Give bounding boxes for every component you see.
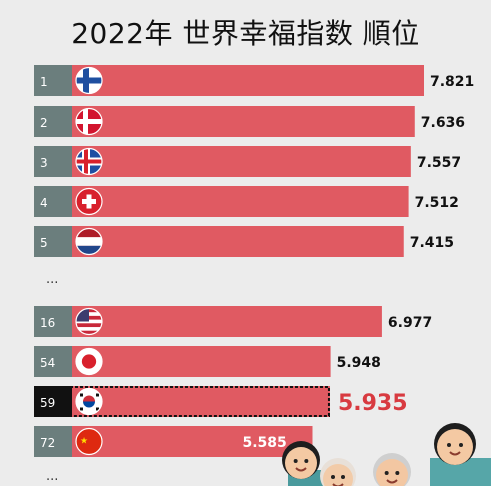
bar-row: 5 7.415 [34, 226, 454, 257]
rank-box [34, 346, 72, 377]
grandmother-figure [320, 458, 356, 486]
grandfather-figure [373, 453, 411, 486]
south-korea-flag-icon [76, 388, 102, 415]
gap-marker: ... [46, 272, 58, 287]
value-label: 7.512 [415, 195, 459, 211]
rank-box [34, 65, 72, 96]
svg-text:★: ★ [80, 437, 88, 447]
value-label: 5.948 [337, 355, 381, 371]
denmark-flag-icon [76, 108, 102, 135]
bar-row: 3 7.557 [34, 146, 461, 177]
rank-box [34, 146, 72, 177]
rank-box [34, 106, 72, 137]
bar-row: 54 5.948 [34, 346, 381, 377]
value-label: 7.557 [417, 155, 461, 171]
switzerland-flag-icon [76, 188, 102, 215]
finland-flag-icon [76, 67, 102, 94]
man-figure [434, 423, 476, 465]
bar-row: 72 ★ 5.585 [34, 426, 313, 457]
people-illustration [282, 423, 491, 486]
netherlands-flag-icon [76, 228, 102, 255]
woman-figure [282, 441, 320, 479]
value-label: 7.415 [410, 235, 454, 251]
rank-label: 1 [40, 75, 48, 89]
value-label: 7.636 [421, 115, 465, 131]
value-label: 5.935 [338, 391, 408, 416]
value-label: 5.585 [243, 435, 287, 451]
rank-label: 59 [40, 396, 55, 410]
value-label: 7.821 [430, 74, 474, 90]
japan-flag-icon [76, 348, 102, 375]
rank-box [34, 306, 72, 337]
rank-box [34, 186, 72, 217]
rank-box [34, 226, 72, 257]
rank-box [34, 426, 72, 457]
rank-box [34, 386, 72, 417]
bar-row: 1 7.821 [34, 65, 474, 96]
rank-label: 72 [40, 436, 55, 450]
chart-title: 2022年 世界幸福指数 順位 [71, 17, 420, 50]
highlight-outline [34, 386, 330, 417]
value-label: 6.977 [388, 315, 432, 331]
bar-row: 4 7.512 [34, 186, 459, 217]
china-flag-icon: ★ [76, 428, 102, 455]
rank-label: 5 [40, 236, 48, 250]
rank-label: 3 [40, 156, 48, 170]
bar-row: 59 5.935 [34, 386, 408, 417]
bar-row: 2 7.636 [34, 106, 465, 137]
rank-label: 4 [40, 196, 48, 210]
gap-marker: ... [46, 469, 58, 484]
bar-row: 16 6.977 [34, 306, 432, 337]
rank-label: 16 [40, 316, 55, 330]
iceland-flag-icon [76, 148, 102, 175]
rank-label: 54 [40, 356, 55, 370]
rank-label: 2 [40, 116, 48, 130]
